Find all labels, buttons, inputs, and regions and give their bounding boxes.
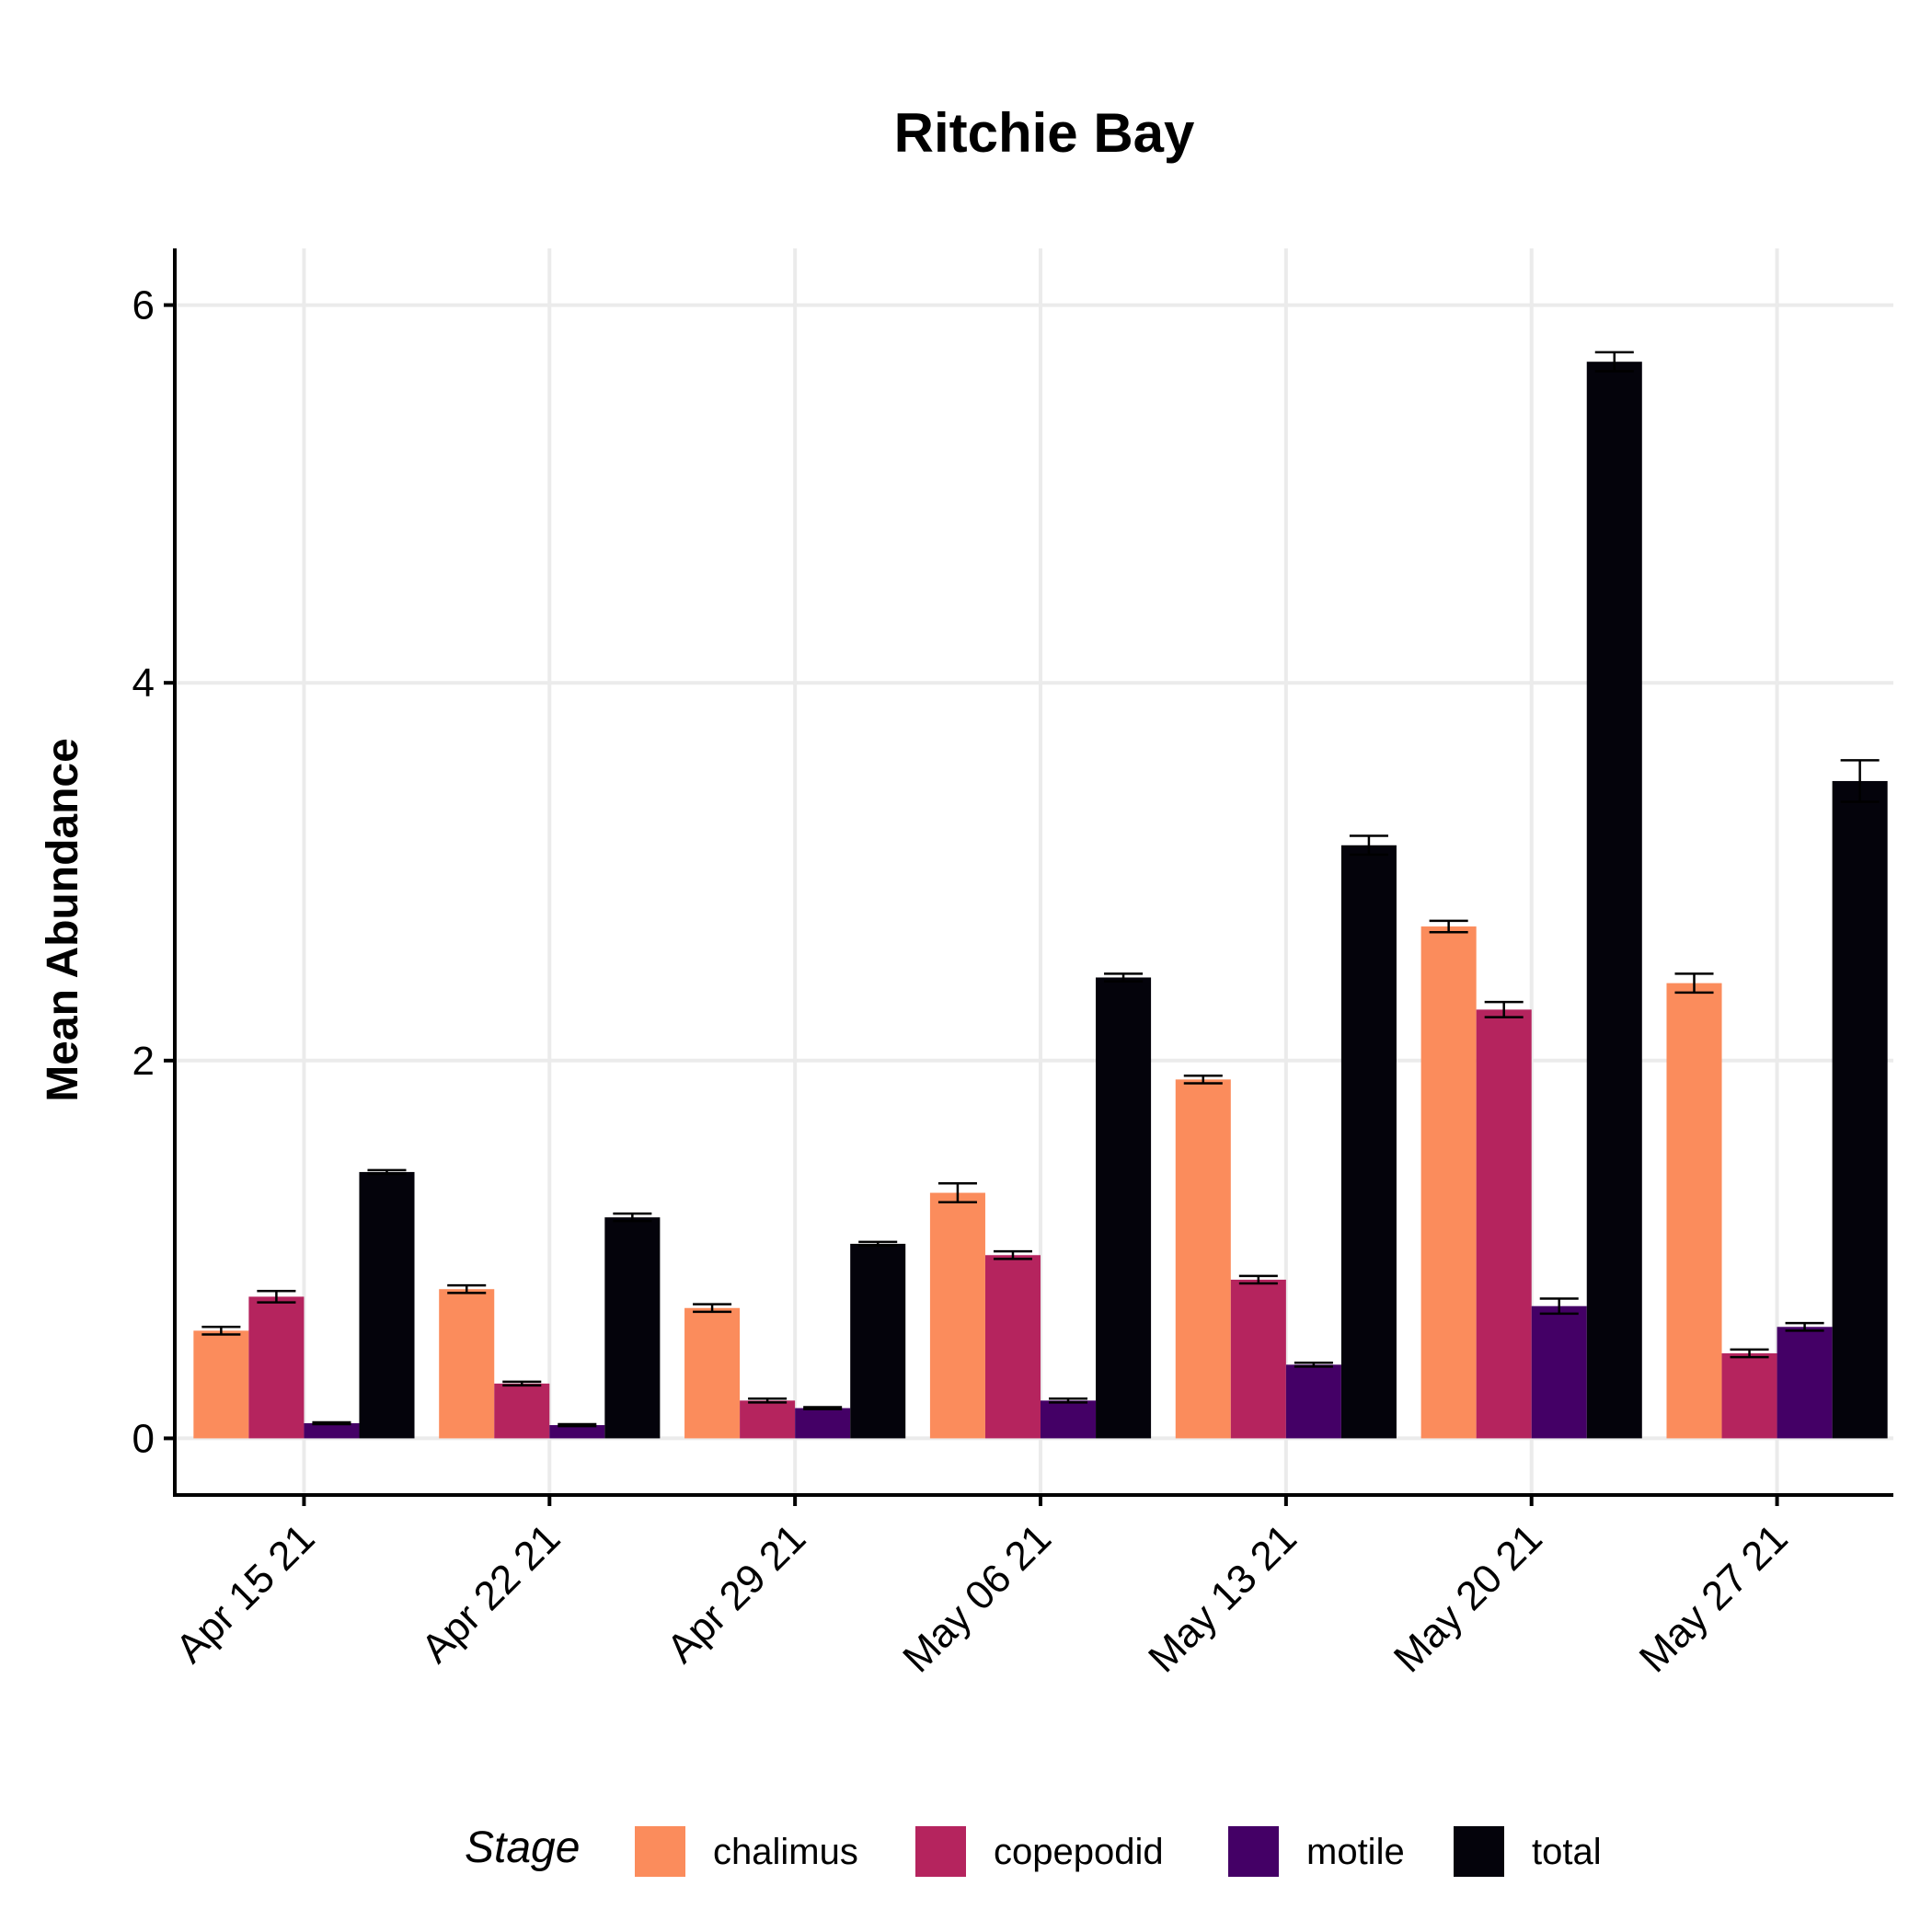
bar-motile — [1285, 1364, 1341, 1439]
bar-motile — [549, 1425, 605, 1439]
error-bar-copepodid — [993, 1249, 1032, 1260]
error-bar-chalimus — [1674, 972, 1714, 995]
error-bar-chalimus — [693, 1303, 732, 1314]
legend-label-motile: motile — [1306, 1832, 1405, 1872]
bar-copepodid — [1476, 1009, 1532, 1439]
bar-total — [850, 1243, 906, 1439]
error-bar-total — [1349, 834, 1388, 857]
error-bar-total — [367, 1168, 407, 1176]
bar-copepodid — [494, 1383, 550, 1439]
chart-title: Ritchie Bay — [894, 102, 1195, 164]
y-tick-labels: 0 2 4 6 — [132, 283, 155, 1462]
legend-title: Stage — [465, 1823, 580, 1872]
bar-copepodid — [984, 1255, 1041, 1439]
bar-motile — [795, 1408, 851, 1439]
legend-label-chalimus: chalimus — [713, 1832, 858, 1872]
bar-chalimus — [1420, 926, 1477, 1439]
error-bar-motile — [558, 1422, 597, 1428]
legend-key-chalimus — [635, 1826, 685, 1877]
bar-motile — [1777, 1327, 1833, 1439]
bar-total — [604, 1217, 661, 1439]
error-bar-total — [613, 1212, 652, 1223]
error-bar-motile — [1785, 1321, 1824, 1332]
legend-label-total: total — [1532, 1832, 1602, 1872]
bar-total — [1096, 977, 1152, 1439]
y-axis-label: Mean Abundance — [39, 738, 87, 1102]
y-tick-label: 2 — [132, 1039, 155, 1084]
error-bar-copepodid — [748, 1397, 788, 1404]
bar-copepodid — [248, 1296, 305, 1439]
bar-chalimus — [1175, 1079, 1231, 1439]
error-bar-motile — [312, 1420, 351, 1426]
bars-layer — [193, 362, 1888, 1439]
error-bar-chalimus — [447, 1283, 487, 1294]
legend-key-copepodid — [915, 1826, 966, 1877]
bar-copepodid — [1230, 1279, 1286, 1439]
legend-label-copepodid: copepodid — [994, 1832, 1164, 1872]
y-tick-label: 0 — [132, 1416, 155, 1461]
error-bar-copepodid — [1730, 1348, 1769, 1359]
bar-chalimus — [929, 1192, 985, 1439]
error-bar-total — [1840, 759, 1880, 803]
error-bar-copepodid — [502, 1380, 542, 1387]
error-bar-chalimus — [1429, 919, 1468, 934]
error-bar-motile — [1294, 1362, 1333, 1368]
error-bar-copepodid — [1238, 1274, 1278, 1285]
error-bar-total — [1104, 972, 1144, 983]
error-bar-copepodid — [1484, 1000, 1524, 1018]
bar-chalimus — [684, 1307, 741, 1439]
bar-total — [359, 1171, 415, 1439]
error-bar-total — [1594, 351, 1634, 373]
bar-chalimus — [1666, 983, 1722, 1439]
bar-copepodid — [1721, 1353, 1777, 1439]
y-tick-label: 6 — [132, 283, 155, 328]
bar-motile — [304, 1422, 360, 1439]
bar-total — [1586, 362, 1642, 1439]
bar-chalimus — [439, 1289, 495, 1439]
legend-key-total — [1454, 1826, 1504, 1877]
error-bar-motile — [1049, 1397, 1088, 1404]
bar-motile — [1041, 1400, 1097, 1439]
legend-key-motile — [1228, 1826, 1279, 1877]
error-bar-total — [858, 1240, 898, 1248]
bar-chalimus — [193, 1330, 249, 1439]
bar-motile — [1531, 1305, 1587, 1439]
error-bar-chalimus — [937, 1182, 977, 1204]
error-bar-motile — [1539, 1297, 1579, 1316]
error-bar-chalimus — [201, 1326, 241, 1336]
error-bars-layer — [201, 351, 1880, 1428]
axes-layer — [164, 248, 1893, 1506]
bar-total — [1832, 780, 1888, 1439]
error-bar-copepodid — [257, 1290, 296, 1304]
y-tick-label: 4 — [132, 661, 155, 706]
error-bar-chalimus — [1183, 1074, 1223, 1085]
bar-copepodid — [740, 1400, 796, 1439]
bar-total — [1340, 845, 1397, 1439]
legend: Stage chalimus copepodid motile total — [465, 1823, 1602, 1877]
error-bar-motile — [803, 1406, 843, 1410]
